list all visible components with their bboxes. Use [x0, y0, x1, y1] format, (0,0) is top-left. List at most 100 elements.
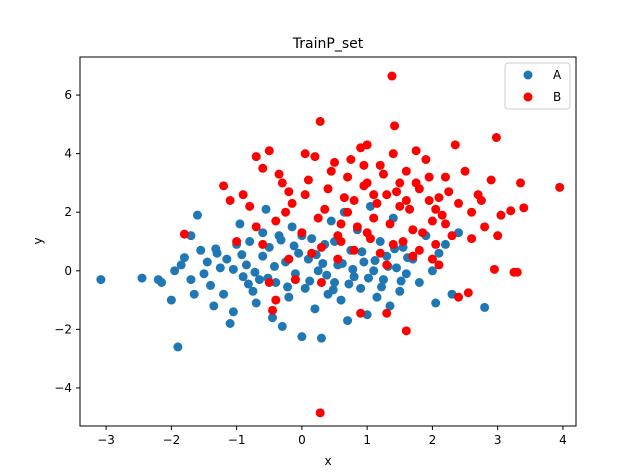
point-b-100: [326, 166, 336, 176]
point-a-70: [385, 301, 395, 311]
point-b-80: [437, 210, 447, 220]
point-a-24: [235, 219, 245, 229]
point-b-98: [467, 234, 477, 244]
point-b-110: [431, 204, 441, 214]
point-b-17: [284, 254, 294, 264]
point-a-106: [211, 244, 221, 254]
point-b-99: [274, 169, 284, 179]
point-b-104: [450, 140, 460, 150]
point-a-85: [480, 302, 490, 312]
x-tick-label: −3: [97, 433, 115, 447]
point-b-94: [362, 228, 372, 238]
point-a-19: [219, 289, 229, 299]
point-b-14: [382, 308, 392, 318]
point-a-99: [348, 264, 358, 274]
point-b-39: [388, 149, 398, 159]
point-b-41: [401, 166, 411, 176]
x-tick-label: 0: [298, 433, 306, 447]
point-b-7: [519, 203, 529, 213]
point-b-91: [258, 239, 268, 249]
point-a-48: [313, 266, 323, 276]
point-a-75: [401, 269, 411, 279]
point-b-36: [369, 213, 379, 223]
point-b-63: [323, 184, 333, 194]
point-a-42: [294, 248, 304, 258]
point-a-55: [336, 295, 346, 305]
point-a-14: [202, 257, 212, 267]
point-b-15: [356, 308, 366, 318]
legend-label-b: B: [553, 90, 561, 104]
legend-marker-b: [523, 92, 533, 102]
point-a-31: [258, 251, 268, 261]
point-b-6: [516, 178, 526, 188]
x-tick-label: −1: [228, 433, 246, 447]
point-a-3: [157, 278, 167, 287]
point-a-18: [215, 263, 225, 273]
point-b-65: [339, 193, 349, 203]
point-a-104: [357, 247, 367, 257]
point-b-42: [408, 225, 418, 235]
point-b-66: [346, 155, 356, 164]
point-b-85: [408, 251, 418, 261]
point-a-40: [287, 222, 297, 232]
point-a-93: [305, 276, 315, 286]
point-b-24: [264, 146, 274, 156]
points-layer: [96, 71, 565, 418]
y-axis: −4 −2 0 2 4 6: [54, 88, 80, 395]
point-a-87: [258, 228, 268, 238]
point-b-107: [343, 207, 353, 217]
y-tick-label: 0: [64, 264, 72, 278]
point-b-49: [454, 198, 464, 208]
legend-label-a: A: [553, 68, 562, 82]
point-a-0: [96, 275, 106, 285]
point-a-21: [225, 319, 235, 328]
point-b-86: [434, 260, 444, 270]
x-tick-label: −2: [163, 433, 181, 447]
point-b-96: [414, 245, 424, 255]
point-b-2: [315, 116, 325, 126]
point-a-44: [300, 283, 310, 293]
point-a-102: [243, 279, 253, 289]
point-b-37: [375, 160, 385, 170]
point-a-4: [166, 295, 176, 305]
point-a-12: [196, 245, 206, 255]
point-a-80: [431, 298, 441, 308]
point-b-26: [287, 198, 297, 208]
point-a-97: [283, 282, 293, 292]
point-b-81: [444, 187, 454, 197]
point-a-10: [189, 289, 199, 299]
point-b-56: [245, 201, 255, 211]
x-axis-label: x: [324, 454, 331, 468]
point-b-30: [330, 157, 340, 167]
point-b-5: [555, 182, 565, 192]
point-a-5: [170, 266, 180, 276]
point-b-119: [427, 254, 437, 264]
point-b-22: [232, 237, 242, 246]
point-b-19: [271, 295, 281, 305]
y-tick-label: 4: [64, 147, 72, 161]
point-b-12: [463, 288, 473, 298]
point-b-50: [460, 166, 470, 176]
point-a-65: [369, 266, 379, 276]
point-b-68: [359, 181, 369, 191]
point-a-92: [269, 261, 279, 271]
point-b-8: [506, 206, 516, 216]
point-b-55: [493, 231, 503, 241]
point-b-83: [349, 245, 359, 255]
point-b-61: [303, 175, 313, 185]
point-a-28: [248, 286, 258, 296]
point-a-109: [377, 282, 387, 292]
point-b-28: [310, 152, 320, 162]
point-b-113: [251, 152, 261, 162]
point-b-73: [392, 187, 402, 197]
point-b-109: [401, 196, 411, 205]
point-a-98: [322, 270, 332, 280]
point-a-47: [310, 304, 320, 314]
legend-box: [504, 62, 571, 110]
point-a-82: [440, 239, 450, 249]
point-a-13: [199, 269, 209, 279]
point-a-72: [392, 263, 402, 273]
point-a-43: [297, 332, 307, 342]
point-a-22: [228, 307, 238, 317]
